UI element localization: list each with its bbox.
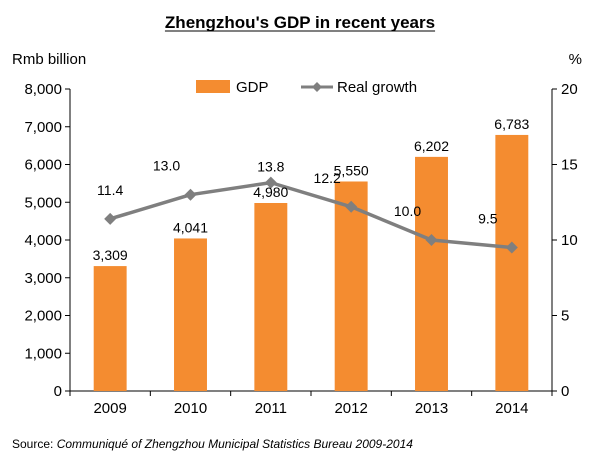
left-tick-label: 1,000 xyxy=(24,345,62,362)
source-text: Communiqué of Zhengzhou Municipal Statis… xyxy=(57,437,414,451)
gdp-bar xyxy=(174,238,207,391)
real-growth-label: 10.0 xyxy=(394,203,421,219)
data-labels: 3,309 4,041 4,980 5,550 6,202 6,783 11.4 13.0 13… xyxy=(93,116,530,263)
right-axis-unit: % xyxy=(569,51,582,68)
real-growth-marker xyxy=(345,200,358,213)
gdp-bar-label: 4,980 xyxy=(253,184,288,200)
right-tick-label: 0 xyxy=(561,383,569,400)
right-tick-label: 15 xyxy=(561,157,578,174)
left-tick-label: 8,000 xyxy=(24,81,62,98)
real-growth-label: 12.2 xyxy=(314,170,341,186)
gdp-bar xyxy=(334,181,368,391)
left-tick-label: 0 xyxy=(54,383,62,400)
source-note: Source: Communiqué of Zhengzhou Municipa… xyxy=(12,437,413,451)
source-prefix: Source: xyxy=(12,437,57,451)
legend-swatch-real-growth-marker xyxy=(312,82,322,92)
line-series xyxy=(104,176,518,254)
real-growth-marker xyxy=(425,234,438,246)
gdp-bar-label: 4,041 xyxy=(173,219,208,235)
gdp-bar-label: 5,550 xyxy=(334,162,369,178)
legend: GDP Real growth xyxy=(196,79,417,96)
right-tick-label: 10 xyxy=(561,232,578,249)
real-growth-line xyxy=(109,180,512,250)
legend-swatch-gdp xyxy=(196,80,230,93)
left-tick-label: 3,000 xyxy=(24,270,62,287)
x-tick-label: 2013 xyxy=(415,400,448,417)
left-tick-label: 6,000 xyxy=(24,157,62,174)
gdp-bar-label: 6,202 xyxy=(414,138,449,154)
gdp-bar xyxy=(495,134,529,391)
x-tick-label: 2014 xyxy=(495,400,528,417)
real-growth-label: 11.4 xyxy=(97,182,123,198)
left-tick-label: 2,000 xyxy=(24,308,62,325)
real-growth-label: 9.5 xyxy=(478,211,498,227)
legend-label-gdp: GDP xyxy=(236,79,269,96)
bars xyxy=(93,134,529,391)
right-tick-label: 5 xyxy=(561,308,569,325)
x-tick-label: 2010 xyxy=(174,400,207,417)
real-growth-label: 13.0 xyxy=(153,158,180,174)
real-growth-marker xyxy=(264,176,277,189)
gdp-bar-label: 3,309 xyxy=(93,247,128,263)
chart-title: Zhengzhou's GDP in recent years xyxy=(165,13,435,32)
x-tick-label: 2012 xyxy=(334,400,367,417)
gdp-bar xyxy=(93,266,127,391)
real-growth-marker xyxy=(505,241,518,254)
gdp-bar-label: 6,783 xyxy=(494,116,529,132)
legend-label-real-growth: Real growth xyxy=(337,79,417,96)
real-growth-marker xyxy=(104,212,117,225)
x-tick-label: 2011 xyxy=(255,400,287,417)
gdp-bar xyxy=(254,203,288,391)
left-axis-unit: Rmb billion xyxy=(12,51,86,68)
left-tick-label: 4,000 xyxy=(24,232,62,249)
real-growth-marker xyxy=(184,188,197,201)
axes: 0 1,000 2,000 3,000 4,000 5,000 6,000 7,000 8,00… xyxy=(24,81,577,417)
gdp-bar xyxy=(415,156,448,391)
real-growth-label: 13.8 xyxy=(257,159,284,175)
x-tick-label: 2009 xyxy=(93,400,126,417)
left-tick-label: 7,000 xyxy=(24,119,62,136)
right-tick-label: 20 xyxy=(561,81,578,98)
left-tick-label: 5,000 xyxy=(24,194,62,211)
